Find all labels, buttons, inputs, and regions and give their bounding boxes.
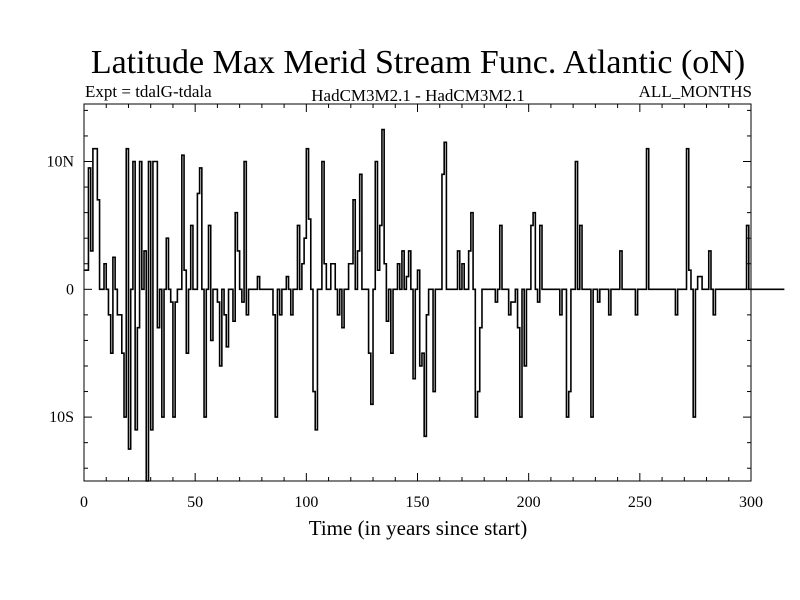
tick-labels: 0 50 100 150 200 250 300 10S 0 10N bbox=[46, 154, 763, 511]
y-tick-label: 10S bbox=[49, 409, 74, 426]
x-tick-label: 150 bbox=[406, 494, 430, 511]
series-line-0 bbox=[84, 128, 785, 482]
x-tick-label: 200 bbox=[517, 494, 541, 511]
x-tick-label: 250 bbox=[628, 494, 652, 511]
y-tick-label: 10N bbox=[46, 154, 74, 171]
x-tick-label: 300 bbox=[739, 494, 763, 511]
axis-ticks bbox=[83, 104, 752, 481]
subtitle-left: Expt = tdalG-tdala bbox=[85, 82, 212, 101]
x-tick-label: 0 bbox=[80, 494, 88, 511]
subtitle-right: ALL_MONTHS bbox=[639, 82, 752, 101]
y-tick-label: 0 bbox=[66, 281, 74, 298]
subtitle-center: HadCM3M2.1 - HadCM3M2.1 bbox=[311, 86, 524, 105]
chart-title: Latitude Max Merid Stream Func. Atlantic… bbox=[91, 44, 745, 81]
x-axis-label: Time (in years since start) bbox=[309, 516, 528, 540]
series-layer bbox=[84, 128, 785, 482]
x-tick-label: 50 bbox=[187, 494, 203, 511]
x-tick-label: 100 bbox=[294, 494, 318, 511]
